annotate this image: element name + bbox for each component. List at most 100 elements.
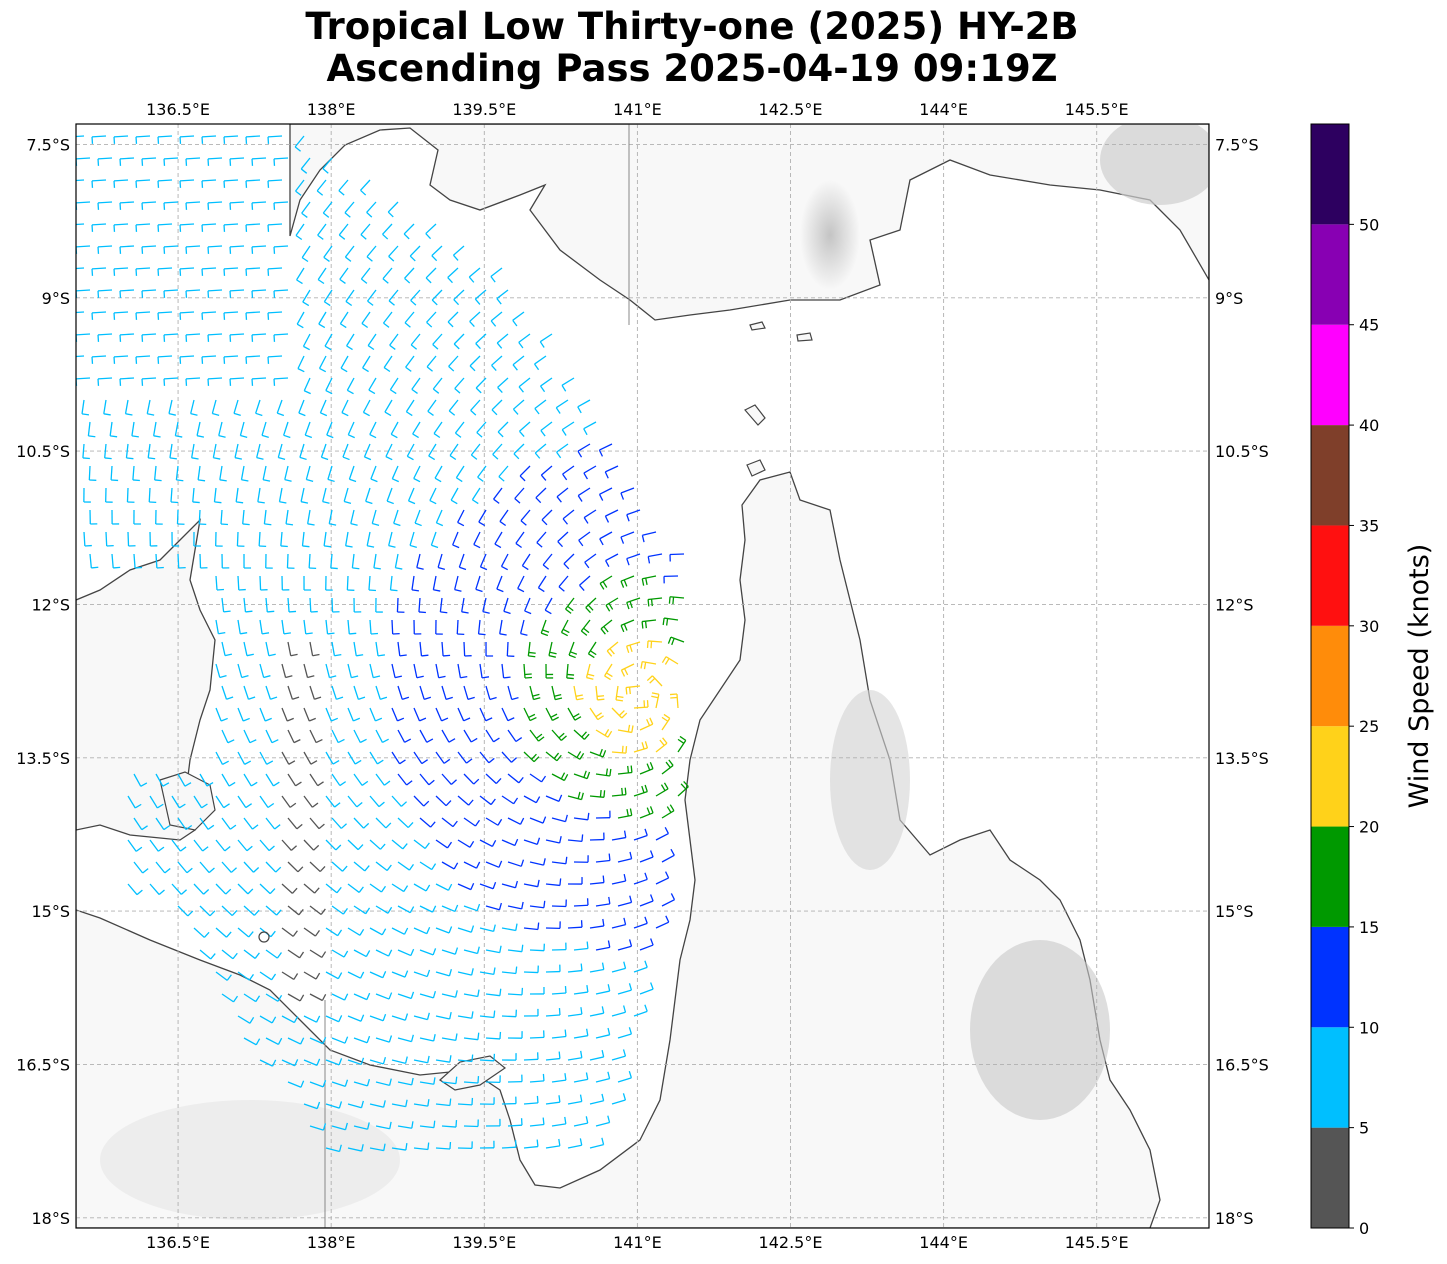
wind-barb — [369, 421, 377, 439]
wind-barb — [551, 1073, 567, 1083]
wind-barb — [157, 135, 173, 144]
wind-barb — [236, 531, 245, 547]
wind-barb — [155, 773, 170, 787]
wind-barb — [368, 575, 377, 592]
wind-barb — [457, 795, 474, 806]
wind-barb — [309, 773, 324, 787]
wind-barb — [91, 223, 107, 232]
wind-barb — [174, 421, 183, 438]
wind-barb — [611, 1049, 627, 1061]
wind-barb — [223, 311, 239, 320]
wind-barb — [303, 707, 316, 722]
wind-barb — [604, 663, 613, 681]
wind-barb — [479, 924, 496, 933]
wind-barb — [325, 927, 343, 937]
wind-barb — [223, 179, 239, 188]
wind-barb — [113, 135, 129, 144]
wind-barb — [589, 962, 605, 973]
wind-barb — [496, 289, 509, 305]
wind-barb — [655, 737, 668, 753]
wind-barb — [485, 685, 497, 701]
wind-barb — [179, 223, 195, 232]
wind-barb — [207, 201, 223, 210]
wind-barb — [309, 993, 327, 1002]
wind-barb — [611, 1005, 627, 1017]
wind-barb — [391, 619, 400, 635]
wind-barb — [383, 355, 393, 373]
wind-barb — [577, 399, 591, 414]
wind-barb — [397, 641, 407, 657]
wind-barb — [413, 465, 421, 483]
wind-barb — [545, 1138, 561, 1149]
wind-barb — [441, 861, 459, 870]
wind-barb — [97, 333, 113, 342]
wind-barb — [317, 267, 327, 285]
wind-barb — [259, 1015, 277, 1024]
colorbar-title: Wind Speed (knots) — [1404, 544, 1435, 809]
wind-barb — [283, 421, 291, 439]
wind-barb — [449, 443, 459, 461]
wind-barb — [287, 773, 302, 787]
wind-barb — [519, 421, 531, 437]
wind-barb — [479, 751, 495, 764]
lat-label-right: 12°S — [1215, 595, 1254, 614]
wind-barb — [325, 751, 340, 765]
wind-barb — [325, 839, 342, 851]
wind-barb — [479, 881, 497, 890]
wind-barb — [375, 861, 392, 872]
wind-barb — [267, 179, 283, 188]
wind-barb — [344, 245, 355, 262]
wind-barb — [323, 289, 333, 307]
wind-barb — [599, 531, 613, 546]
wind-barb — [220, 509, 229, 526]
wind-barb — [529, 729, 545, 742]
wind-barb — [595, 853, 611, 863]
wind-barb — [595, 984, 611, 995]
wind-barb — [386, 487, 394, 505]
wind-barb — [479, 707, 493, 722]
wind-barb — [441, 773, 457, 785]
wind-barb — [262, 465, 271, 482]
wind-barb — [497, 377, 509, 394]
wind-barb — [661, 656, 679, 665]
wind-barb — [548, 641, 557, 658]
wind-barb — [507, 729, 523, 743]
wind-barb — [567, 834, 584, 843]
wind-barb — [640, 660, 657, 670]
wind-barb — [309, 597, 318, 613]
wind-barb — [353, 641, 364, 657]
wind-barb — [507, 1031, 523, 1039]
wind-barb — [215, 751, 229, 765]
wind-barb — [410, 289, 421, 306]
wind-barb — [496, 575, 504, 593]
wind-barb — [540, 465, 553, 481]
wind-barb — [565, 597, 575, 614]
wind-barb — [662, 617, 679, 626]
wind-barb — [430, 531, 439, 549]
wind-barb — [391, 751, 406, 765]
wind-barb — [300, 487, 309, 504]
wind-barb — [245, 355, 261, 364]
wind-barb — [317, 223, 327, 240]
wind-barb — [441, 685, 453, 701]
wind-barb — [545, 707, 559, 722]
wind-barb — [479, 1097, 495, 1105]
wind-barb — [97, 201, 113, 210]
colorbar-tick-label: 25 — [1359, 717, 1379, 736]
wind-barb — [163, 245, 179, 254]
wind-barb — [394, 553, 403, 570]
wind-barb — [221, 685, 234, 700]
lon-label-bottom: 136.5°E — [146, 1233, 210, 1252]
wind-barb — [265, 817, 281, 830]
wind-barb — [567, 963, 583, 973]
wind-barb — [529, 1117, 545, 1127]
wind-barb — [239, 421, 248, 438]
wind-barb — [558, 575, 569, 592]
wind-barb — [595, 729, 613, 738]
wind-barb — [287, 905, 304, 916]
wind-barb — [599, 575, 613, 590]
wind-barb — [360, 179, 371, 196]
wind-barb — [127, 531, 136, 547]
wind-barb — [221, 553, 230, 569]
wind-barb — [243, 861, 260, 873]
